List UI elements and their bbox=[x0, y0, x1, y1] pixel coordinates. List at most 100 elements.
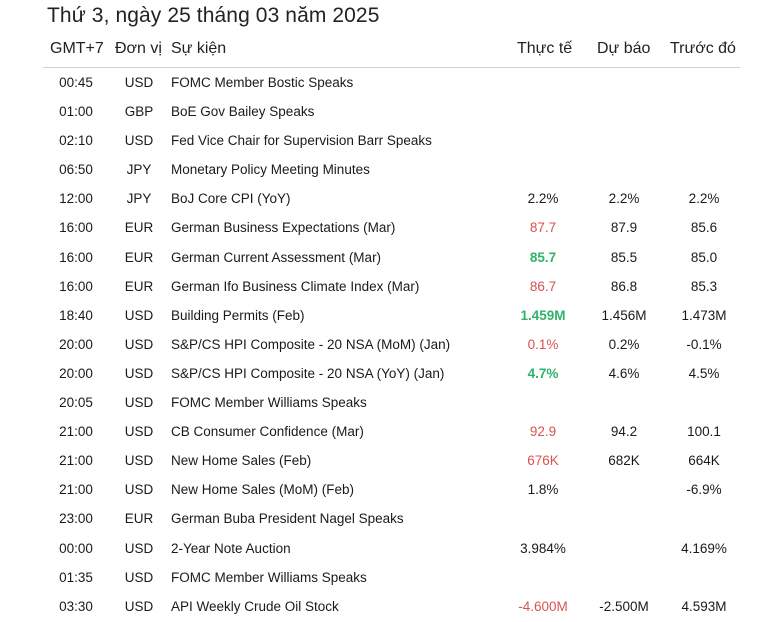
event-previous: 85.3 bbox=[690, 278, 718, 294]
event-time: 20:00 bbox=[59, 336, 93, 352]
event-actual: 1.459M bbox=[520, 307, 566, 323]
event-previous: 1.473M bbox=[681, 307, 727, 323]
event-previous: -0.1% bbox=[686, 336, 722, 352]
event-currency: USD bbox=[124, 482, 154, 498]
table-row[interactable]: 21:00 USD New Home Sales (MoM) (Feb) 1.8% -6… bbox=[0, 476, 783, 505]
event-previous: 85.0 bbox=[690, 249, 718, 265]
event-name: German Business Expectations (Mar) bbox=[171, 220, 396, 236]
event-actual: 87.7 bbox=[529, 220, 557, 236]
event-time: 12:00 bbox=[59, 191, 93, 207]
event-previous: 664K bbox=[688, 453, 720, 469]
page-title: Thứ 3, ngày 25 tháng 03 năm 2025 bbox=[47, 4, 380, 27]
event-actual: 3.984% bbox=[520, 540, 566, 556]
event-actual: 2.2% bbox=[527, 191, 559, 207]
event-forecast: 86.8 bbox=[610, 278, 638, 294]
event-previous: 4.593M bbox=[681, 598, 727, 614]
event-time: 20:05 bbox=[59, 395, 93, 411]
event-actual: 85.7 bbox=[529, 249, 557, 265]
event-name: German Current Assessment (Mar) bbox=[171, 249, 382, 265]
event-currency: USD bbox=[124, 540, 154, 556]
table-row[interactable]: 21:00 USD CB Consumer Confidence (Mar) 92.9… bbox=[0, 418, 783, 447]
event-time: 00:00 bbox=[59, 540, 93, 556]
event-previous: 100.1 bbox=[687, 424, 721, 440]
table-row[interactable]: 01:35 USD FOMC Member Williams Speaks bbox=[0, 564, 783, 593]
event-previous: 2.2% bbox=[688, 191, 720, 207]
event-forecast: 4.6% bbox=[608, 365, 640, 381]
event-name: FOMC Member Williams Speaks bbox=[171, 395, 367, 411]
header-time: GMT+7 bbox=[50, 40, 104, 57]
event-previous: 85.6 bbox=[690, 220, 718, 236]
event-actual: 4.7% bbox=[527, 365, 559, 381]
header-currency: Đơn vị bbox=[115, 40, 162, 57]
table-row[interactable]: 16:00 EUR German Business Expectations (Ma… bbox=[0, 214, 783, 243]
table-row[interactable]: 18:40 USD Building Permits (Feb) 1.459M 1.45… bbox=[0, 302, 783, 331]
table-row[interactable]: 00:00 USD 2-Year Note Auction 3.984% 4.169% bbox=[0, 535, 783, 564]
table-row[interactable]: 00:45 USD FOMC Member Bostic Speaks bbox=[0, 69, 783, 98]
table-row[interactable]: 16:00 EUR German Current Assessment (Mar) 8… bbox=[0, 244, 783, 273]
event-currency: GBP bbox=[124, 104, 154, 120]
event-currency: USD bbox=[124, 75, 154, 90]
table-row[interactable]: 23:00 EUR German Buba President Nagel Spea… bbox=[0, 505, 783, 534]
event-time: 18:40 bbox=[59, 307, 93, 323]
event-currency: USD bbox=[124, 133, 154, 149]
event-name: CB Consumer Confidence (Mar) bbox=[171, 424, 364, 440]
table-row[interactable]: 01:00 GBP BoE Gov Bailey Speaks bbox=[0, 98, 783, 127]
event-actual: -4.600M bbox=[518, 598, 568, 614]
event-name: S&P/CS HPI Composite - 20 NSA (YoY) (Jan… bbox=[171, 365, 445, 381]
event-currency: EUR bbox=[124, 511, 154, 527]
event-name: BoJ Core CPI (YoY) bbox=[171, 191, 291, 207]
event-name: German Buba President Nagel Speaks bbox=[171, 511, 404, 527]
event-time: 21:00 bbox=[59, 424, 93, 440]
event-forecast: 0.2% bbox=[608, 336, 640, 352]
table-row[interactable]: 02:10 USD Fed Vice Chair for Supervision B… bbox=[0, 127, 783, 156]
event-time: 01:00 bbox=[59, 104, 93, 120]
table-row[interactable]: 03:30 USD API Weekly Crude Oil Stock -4.600… bbox=[0, 593, 783, 622]
event-previous: 4.5% bbox=[688, 365, 720, 381]
event-actual: 0.1% bbox=[527, 336, 559, 352]
table-row[interactable]: 21:00 USD New Home Sales (Feb) 676K 682K 664K bbox=[0, 447, 783, 476]
table-row[interactable]: 16:00 EUR German Ifo Business Climate Inde… bbox=[0, 273, 783, 302]
event-currency: USD bbox=[124, 424, 154, 440]
event-time: 20:00 bbox=[59, 365, 93, 381]
event-time: 06:50 bbox=[59, 162, 93, 178]
event-name: FOMC Member Williams Speaks bbox=[171, 569, 367, 585]
event-forecast: 87.9 bbox=[610, 220, 638, 236]
header-actual: Thực tế bbox=[517, 40, 573, 57]
event-name: German Ifo Business Climate Index (Mar) bbox=[171, 278, 420, 294]
event-time: 02:10 bbox=[59, 133, 93, 149]
event-forecast: 94.2 bbox=[610, 424, 638, 440]
event-name: New Home Sales (Feb) bbox=[171, 453, 312, 469]
event-actual: 676K bbox=[527, 453, 559, 469]
table-row[interactable]: 20:00 USD S&P/CS HPI Composite - 20 NSA (M… bbox=[0, 331, 783, 360]
event-name: 2-Year Note Auction bbox=[171, 540, 291, 556]
table-row[interactable]: 12:00 JPY BoJ Core CPI (YoY) 2.2% 2.2% 2.2% bbox=[0, 185, 783, 214]
event-time: 01:35 bbox=[59, 569, 93, 585]
event-forecast: 2.2% bbox=[608, 191, 640, 207]
event-time: 16:00 bbox=[59, 249, 93, 265]
event-time: 21:00 bbox=[59, 453, 93, 469]
event-name: Monetary Policy Meeting Minutes bbox=[171, 162, 370, 178]
event-time: 21:00 bbox=[59, 482, 93, 498]
event-currency: JPY bbox=[126, 162, 152, 178]
event-time: 16:00 bbox=[59, 278, 93, 294]
table-row[interactable]: 06:50 JPY Monetary Policy Meeting Minutes bbox=[0, 156, 783, 185]
table-row[interactable]: 20:05 USD FOMC Member Williams Speaks bbox=[0, 389, 783, 418]
header-event: Sự kiện bbox=[171, 40, 227, 57]
event-time: 23:00 bbox=[59, 511, 93, 527]
event-actual: 86.7 bbox=[529, 278, 557, 294]
table-row[interactable]: 20:00 USD S&P/CS HPI Composite - 20 NSA (Y… bbox=[0, 360, 783, 389]
event-forecast: 1.456M bbox=[601, 307, 647, 323]
event-name: FOMC Member Bostic Speaks bbox=[171, 75, 354, 90]
event-name: Building Permits (Feb) bbox=[171, 307, 305, 323]
table-body: 00:45 USD FOMC Member Bostic Speaks 01:00 GB… bbox=[0, 69, 783, 622]
event-time: 03:30 bbox=[59, 598, 93, 614]
event-name: New Home Sales (MoM) (Feb) bbox=[171, 482, 355, 498]
event-currency: USD bbox=[124, 598, 154, 614]
event-actual: 1.8% bbox=[527, 482, 559, 498]
event-name: S&P/CS HPI Composite - 20 NSA (MoM) (Jan… bbox=[171, 336, 451, 352]
event-currency: USD bbox=[124, 307, 154, 323]
event-currency: EUR bbox=[124, 220, 154, 236]
event-time: 16:00 bbox=[59, 220, 93, 236]
event-currency: USD bbox=[124, 365, 154, 381]
